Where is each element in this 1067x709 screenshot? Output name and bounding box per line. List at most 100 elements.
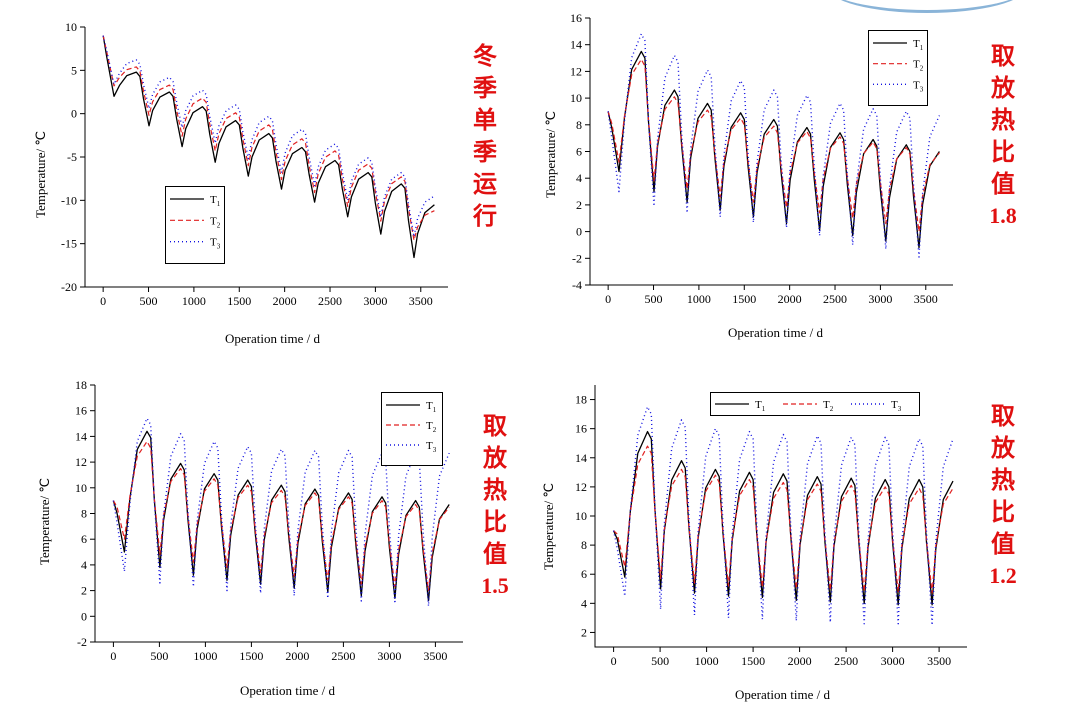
y-tick-label: 4	[576, 171, 582, 185]
annotation-char: 行	[473, 202, 497, 230]
series-line-T3	[612, 406, 954, 626]
x-tick-label: 2500	[823, 292, 847, 306]
annotation-char: 比	[991, 138, 1015, 166]
y-tick-label: 12	[575, 480, 587, 494]
legend-label-T2: T2	[913, 59, 924, 73]
x-tick-label: 3000	[363, 294, 387, 308]
axis-frame	[594, 385, 967, 648]
annotation-ratio-value: 1.2	[989, 563, 1017, 588]
x-tick-label: 0	[605, 292, 611, 306]
x-tick-label: 2000	[778, 292, 802, 306]
x-tick-label: 1000	[193, 649, 217, 663]
y-tick-label: -2	[77, 635, 87, 649]
y-tick-label: -4	[572, 278, 582, 292]
legend-label-T1: T1	[426, 400, 437, 414]
series-line-T2	[613, 445, 954, 594]
x-tick-label: 3500	[927, 654, 951, 668]
y-tick-label: 2	[581, 625, 587, 639]
x-tick-label: 1000	[182, 294, 206, 308]
annotation-char: 值	[991, 530, 1015, 558]
x-tick-label: 3000	[881, 654, 905, 668]
y-tick-label: -20	[61, 280, 77, 294]
y-tick-label: 14	[570, 38, 582, 52]
x-tick-label: 2000	[273, 294, 297, 308]
y-tick-label: 4	[581, 596, 587, 610]
annotation-ratio-value: 1.5	[481, 573, 509, 598]
y-tick-label: 14	[75, 429, 87, 443]
x-tick-label: 1000	[687, 292, 711, 306]
y-tick-label: 12	[570, 64, 582, 78]
legend-svg: T1 T2 T3	[715, 399, 902, 413]
legend: T1 T2 T3	[165, 186, 225, 264]
annotation-char: 热	[991, 106, 1015, 134]
series-line-T2	[102, 35, 435, 241]
legend-label-T3: T3	[426, 440, 437, 454]
x-tick-label: 500	[140, 294, 158, 308]
legend-svg: T1 T2 T3	[386, 400, 437, 454]
x-tick-label: 3500	[914, 292, 938, 306]
y-tick-label: 10	[575, 509, 587, 523]
series-line-T1	[102, 35, 435, 259]
y-tick-label: 10	[570, 91, 582, 105]
y-tick-label: 6	[581, 567, 587, 581]
x-tick-label: 1500	[741, 654, 765, 668]
legend-label-T3: T3	[891, 399, 902, 413]
annotation-char: 值	[483, 540, 507, 568]
series-line-T1	[112, 430, 450, 602]
y-tick-label: -5	[67, 150, 77, 164]
x-axis-title: Operation time / d	[728, 325, 823, 340]
y-tick-label: 18	[575, 393, 587, 407]
annotation-char: 热	[991, 466, 1015, 494]
x-tick-label: 1500	[239, 649, 263, 663]
annotation-char: 值	[991, 170, 1015, 198]
legend-label-T3: T3	[210, 237, 221, 251]
legend-label-T1: T1	[755, 399, 766, 413]
x-tick-label: 2500	[318, 294, 342, 308]
y-tick-label: -10	[61, 193, 77, 207]
series-line-T3	[607, 33, 941, 258]
legend-label-T1: T1	[913, 38, 924, 52]
y-tick-label: 16	[75, 404, 87, 418]
legend-label-T1: T1	[210, 194, 221, 208]
y-tick-label: 8	[81, 507, 87, 521]
x-tick-label: 2500	[331, 649, 355, 663]
annotation-char: 放	[991, 434, 1015, 462]
annotation-char: 单	[473, 106, 497, 134]
x-axis-title: Operation time / d	[735, 687, 830, 702]
annotation-char: 取	[991, 402, 1015, 430]
x-tick-label: 0	[100, 294, 106, 308]
series-line-T1	[607, 50, 940, 249]
annotation-char: 取	[991, 42, 1015, 70]
y-tick-label: 10	[75, 481, 87, 495]
y-tick-label: -15	[61, 237, 77, 251]
series-line-T2	[607, 58, 940, 233]
x-tick-label: 500	[645, 292, 663, 306]
legend: T1 T2 T3	[710, 392, 920, 416]
annotation-ratio-value: 1.8	[989, 203, 1017, 228]
x-axis-title: Operation time / d	[240, 683, 335, 698]
x-tick-label: 2500	[834, 654, 858, 668]
legend-label-T2: T2	[823, 399, 834, 413]
x-tick-label: 1000	[695, 654, 719, 668]
annotation-char: 运	[473, 170, 497, 198]
x-tick-label: 0	[110, 649, 116, 663]
y-tick-label: 6	[576, 145, 582, 159]
y-tick-label: -2	[572, 251, 582, 265]
y-tick-label: 10	[65, 20, 77, 34]
x-tick-label: 0	[611, 654, 617, 668]
y-tick-label: 14	[575, 451, 587, 465]
annotation-char: 取	[483, 412, 507, 440]
y-tick-label: 2	[81, 584, 87, 598]
y-tick-label: 8	[581, 538, 587, 552]
legend-label-T3: T3	[913, 79, 924, 93]
series-line-T3	[102, 35, 435, 238]
y-tick-label: 0	[81, 609, 87, 623]
panel-annotation: 取放热比值 1.2	[988, 400, 1018, 592]
y-tick-label: 4	[81, 558, 87, 572]
y-tick-label: 0	[71, 107, 77, 121]
x-axis-title: Operation time / d	[225, 331, 320, 346]
x-tick-label: 500	[651, 654, 669, 668]
y-tick-label: 2	[576, 198, 582, 212]
